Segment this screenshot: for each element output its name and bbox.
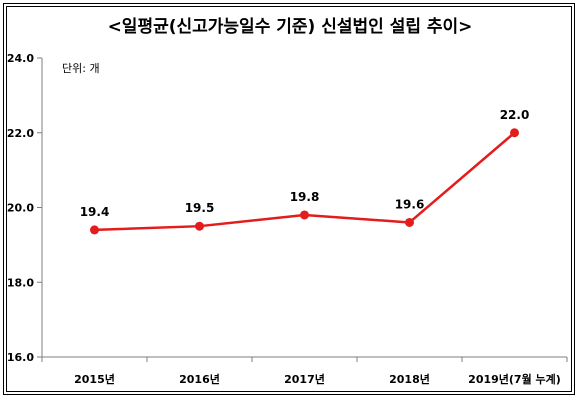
y-tick-label: 24.0 [7, 52, 34, 65]
y-axis: 16.0 18.0 20.0 22.0 24.0 [7, 52, 43, 364]
data-point [510, 128, 519, 138]
y-tick-label: 16.0 [7, 351, 34, 364]
chart-title: <일평균(신고가능일수 기준) 신설법인 설립 추이> [107, 17, 473, 37]
x-tick-label: 2019년(7월 누계) [468, 372, 561, 386]
data-point [405, 217, 414, 227]
outer-frame [3, 3, 575, 395]
data-point [90, 225, 99, 235]
y-tick-label: 18.0 [7, 276, 34, 289]
data-label: 19.5 [185, 201, 215, 215]
series [90, 128, 519, 235]
data-label: 19.4 [80, 205, 110, 219]
x-tick-label: 2016년 [179, 372, 220, 386]
y-tick-label: 22.0 [7, 127, 34, 140]
x-tick-label: 2015년 [74, 372, 115, 386]
x-axis: 2015년 2016년 2017년 2018년 2019년(7월 누계) [41, 356, 568, 386]
data-label: 22.0 [500, 108, 530, 122]
data-point [300, 210, 309, 220]
inner-frame [6, 6, 572, 392]
data-label: 19.8 [290, 190, 320, 204]
x-tick-label: 2017년 [284, 372, 325, 386]
data-labels: 19.4 19.5 19.8 19.6 22.0 [80, 108, 530, 219]
x-tick-label: 2018년 [389, 372, 430, 386]
data-label: 19.6 [395, 197, 425, 211]
unit-label: 단위: 개 [62, 62, 100, 75]
data-point [195, 221, 204, 231]
y-tick-label: 20.0 [7, 202, 34, 215]
